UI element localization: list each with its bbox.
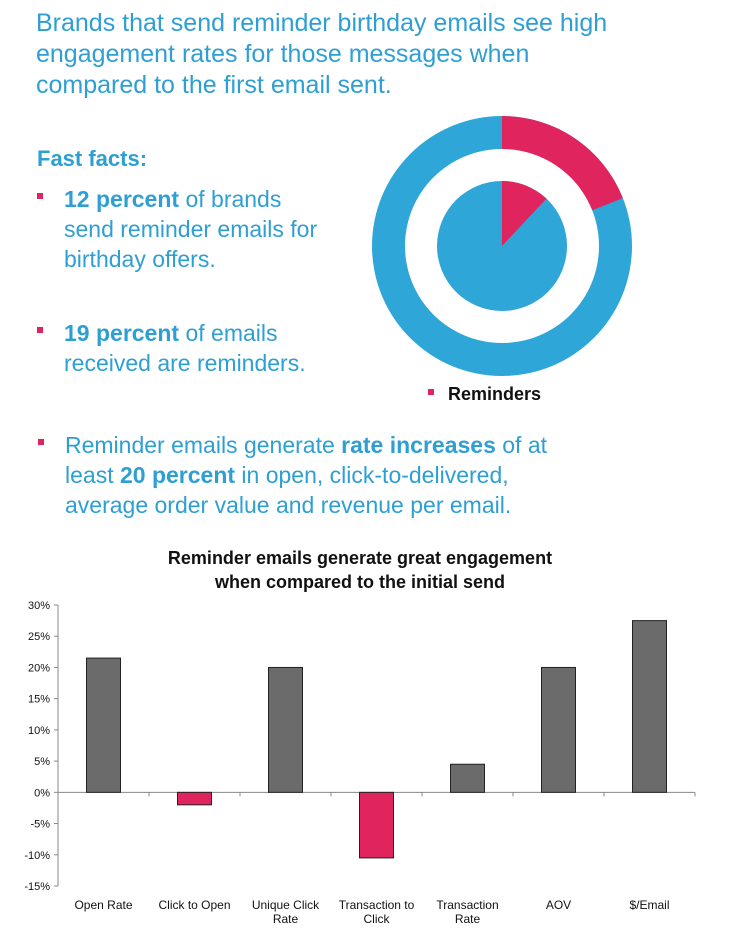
bullet-marker	[38, 439, 44, 445]
fact-bullet-1: 12 percent of brands send reminder email…	[37, 184, 318, 274]
fact3-line2-pre: least	[65, 462, 120, 488]
chart-title-line-2: when compared to the initial send	[214, 572, 506, 592]
headline: Brands that send reminder birthday email…	[36, 8, 676, 101]
bar	[541, 666, 576, 793]
x-category-label: AOV	[546, 898, 571, 912]
x-category-label: Unique Click	[252, 898, 320, 912]
fact1-bold: 12 percent	[64, 186, 180, 212]
headline-line-1: Brands that send reminder birthday email…	[36, 9, 608, 37]
headline-line-3: compared to the first email sent.	[36, 71, 392, 99]
fact1-line2: send reminder emails for	[64, 216, 318, 242]
x-category-label: Transaction	[436, 898, 498, 912]
fact3-line3: average order value and revenue per emai…	[65, 492, 512, 518]
donut-chart	[372, 116, 632, 376]
x-category-label: Rate	[273, 912, 299, 926]
fact3-line1-pre: Reminder emails generate	[65, 432, 342, 458]
y-tick-label: -15%	[24, 881, 50, 893]
fact1-line3: birthday offers.	[64, 246, 216, 272]
fact-bullet-3: Reminder emails generate rate increases …	[38, 430, 548, 520]
y-tick-label: 5%	[34, 756, 50, 768]
fact2-line2: received are reminders.	[64, 350, 306, 376]
donut-legend: Reminders	[428, 384, 541, 405]
y-tick-label: 25%	[28, 631, 50, 643]
chart-title-line-1: Reminder emails generate great engagemen…	[167, 548, 553, 568]
y-tick-label: -5%	[30, 819, 50, 831]
fact3-line2-post: in open, click-to-delivered,	[235, 462, 509, 488]
bar	[177, 791, 212, 806]
donut-inner-reminder-slice	[502, 181, 547, 246]
bar	[450, 763, 485, 793]
legend-swatch	[428, 389, 434, 396]
y-tick-label: 0%	[34, 787, 50, 799]
bar	[86, 657, 121, 793]
y-tick-label: 20%	[28, 662, 50, 674]
x-category-label: Rate	[455, 912, 481, 926]
headline-line-2: engagement rates for those messages when	[36, 40, 530, 68]
bar	[268, 666, 303, 793]
x-category-label: $/Email	[629, 898, 669, 912]
bullet-marker	[37, 193, 43, 199]
bar	[359, 791, 394, 859]
y-tick-label: 30%	[28, 600, 50, 612]
fact2-bold: 19 percent	[64, 320, 180, 346]
fact3-line2-bold: 20 percent	[119, 462, 236, 488]
y-tick-label: 15%	[28, 694, 50, 706]
chart-title: Reminder emails generate great engagemen…	[60, 546, 660, 594]
legend-label: Reminders	[448, 384, 542, 404]
facts-title: Fast facts:	[37, 146, 148, 171]
x-category-label: Transaction to	[339, 898, 415, 912]
bar	[632, 620, 667, 793]
fact-bullet-2: 19 percent of emails received are remind…	[37, 318, 306, 378]
fact1-text: of brands	[179, 186, 282, 212]
fact3-line1-post: of at	[495, 432, 548, 458]
y-tick-label: 10%	[28, 725, 50, 737]
x-category-label: Click	[364, 912, 391, 926]
y-tick-label: -10%	[24, 850, 50, 862]
bullet-marker	[37, 327, 43, 333]
x-category-label: Click to Open	[158, 898, 230, 912]
fact2-text: of emails	[179, 320, 278, 346]
x-category-label: Open Rate	[74, 898, 132, 912]
fact3-line1-bold: rate increases	[341, 432, 496, 458]
